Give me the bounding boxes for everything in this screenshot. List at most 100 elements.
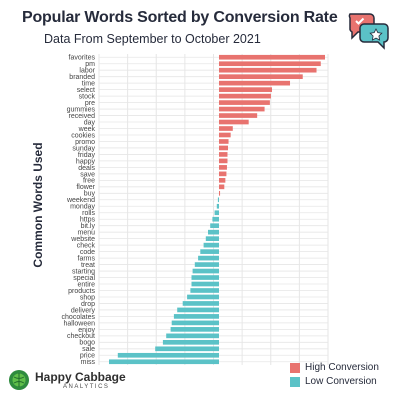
bar-menu bbox=[208, 229, 219, 235]
bar-day bbox=[219, 119, 249, 125]
bar-delivery bbox=[177, 307, 219, 313]
bar-pre bbox=[219, 100, 270, 105]
bar-branded bbox=[219, 74, 303, 80]
tick-label-cookies: cookies bbox=[71, 132, 95, 139]
chart-title: Popular Words Sorted by Conversion Rate bbox=[22, 9, 338, 26]
bar-cookies bbox=[219, 132, 231, 138]
bar-treat bbox=[194, 262, 219, 267]
tick-label-miss: miss bbox=[81, 359, 96, 366]
tick-label-deals: deals bbox=[78, 165, 95, 172]
tick-label-delivery: delivery bbox=[71, 307, 96, 314]
bar-stock bbox=[219, 93, 271, 99]
tick-label-weekend: weekend bbox=[66, 197, 95, 204]
bar-bit.ly bbox=[210, 223, 219, 229]
tick-label-gummies: gummies bbox=[67, 106, 96, 113]
tick-label-monday: monday bbox=[70, 204, 95, 211]
tick-label-products: products bbox=[68, 288, 95, 295]
bar-farms bbox=[198, 255, 219, 261]
tick-label-enjoy: enjoy bbox=[78, 327, 95, 334]
tick-label-pm: pm bbox=[85, 61, 95, 68]
tick-label-starting: starting bbox=[72, 268, 95, 275]
tick-label-day: day bbox=[84, 119, 96, 126]
bar-rolls bbox=[214, 210, 219, 216]
tick-label-menu: menu bbox=[77, 230, 95, 237]
brand-subtitle: ANALYTICS bbox=[63, 384, 110, 390]
bar-time bbox=[219, 80, 291, 86]
bar-chocolates bbox=[173, 314, 219, 319]
tick-label-flower: flower bbox=[76, 184, 95, 191]
tick-label-free: free bbox=[83, 178, 95, 185]
bar-labor bbox=[219, 67, 317, 73]
chart-subtitle: Data From September to October 2021 bbox=[44, 32, 261, 46]
tick-label-check: check bbox=[77, 243, 96, 250]
tick-label-bit.ly: bit.ly bbox=[81, 223, 96, 230]
bar-drop bbox=[182, 301, 219, 306]
bar-deals bbox=[219, 165, 227, 170]
tick-label-treat: treat bbox=[81, 262, 95, 269]
tick-label-sale: sale bbox=[82, 346, 95, 353]
tick-label-checkout: checkout bbox=[67, 333, 95, 340]
bar-save bbox=[219, 171, 227, 177]
tick-label-friday: friday bbox=[78, 152, 96, 159]
bar-special bbox=[191, 275, 219, 280]
bar-entire bbox=[191, 281, 219, 287]
bar-happy bbox=[219, 158, 228, 164]
bar-gummies bbox=[219, 106, 265, 112]
chat-bubbles-icon bbox=[348, 13, 389, 50]
tick-label-pre: pre bbox=[85, 100, 95, 107]
bar-select bbox=[219, 87, 272, 92]
bar-received bbox=[219, 113, 258, 118]
cabbage-icon bbox=[9, 370, 29, 390]
bar-pm bbox=[219, 61, 321, 67]
tick-label-received: received bbox=[69, 113, 96, 120]
brand-logo: Happy Cabbage ANALYTICS bbox=[8, 369, 138, 397]
bar-check bbox=[203, 242, 219, 248]
tick-label-entire: entire bbox=[77, 281, 95, 288]
bar-weekend bbox=[217, 197, 219, 203]
bar-bogo bbox=[162, 339, 219, 345]
bar-starting bbox=[192, 268, 219, 274]
bar-promo bbox=[219, 139, 229, 144]
legend-swatch-high bbox=[290, 363, 300, 373]
tick-label-favorites: favorites bbox=[69, 55, 96, 62]
tick-label-select: select bbox=[77, 87, 95, 94]
tick-label-bogo: bogo bbox=[79, 340, 95, 347]
bar-products bbox=[190, 288, 219, 293]
tick-label-labor: labor bbox=[79, 68, 95, 75]
tick-label-drop: drop bbox=[81, 301, 95, 308]
tick-label-promo: promo bbox=[75, 139, 95, 146]
bar-flower bbox=[219, 184, 225, 190]
tick-label-time: time bbox=[82, 81, 95, 88]
tick-label-branded: branded bbox=[69, 74, 95, 81]
tick-label-special: special bbox=[73, 275, 95, 282]
bar-halloween bbox=[171, 320, 219, 326]
brand-name: Happy Cabbage bbox=[35, 370, 126, 384]
bar-website bbox=[205, 236, 219, 241]
tick-label-happy: happy bbox=[76, 158, 96, 165]
tick-label-shop: shop bbox=[80, 294, 95, 301]
bar-favorites bbox=[219, 54, 325, 60]
bar-shop bbox=[187, 294, 219, 300]
bar-code bbox=[200, 249, 219, 254]
bar-price bbox=[117, 352, 219, 358]
bar-week bbox=[219, 126, 233, 131]
bar-friday bbox=[219, 152, 228, 157]
tick-label-price: price bbox=[80, 353, 95, 360]
tick-label-halloween: halloween bbox=[63, 320, 95, 327]
bar-enjoy bbox=[170, 327, 219, 332]
bar-buy bbox=[219, 190, 221, 196]
tick-label-https: https bbox=[80, 217, 96, 224]
bar-sale bbox=[155, 346, 219, 352]
legend-label-low: Low Conversion bbox=[305, 376, 377, 387]
tick-label-save: save bbox=[80, 171, 95, 178]
bar-monday bbox=[216, 203, 219, 209]
bar-checkout bbox=[166, 333, 219, 339]
bar-free bbox=[219, 178, 226, 183]
bar-sunday bbox=[219, 145, 229, 151]
tick-label-week: week bbox=[78, 126, 96, 133]
tick-label-buy: buy bbox=[84, 191, 96, 198]
bar-https bbox=[212, 216, 219, 222]
legend-label-high: High Conversion bbox=[305, 362, 379, 373]
tick-label-website: website bbox=[70, 236, 95, 243]
